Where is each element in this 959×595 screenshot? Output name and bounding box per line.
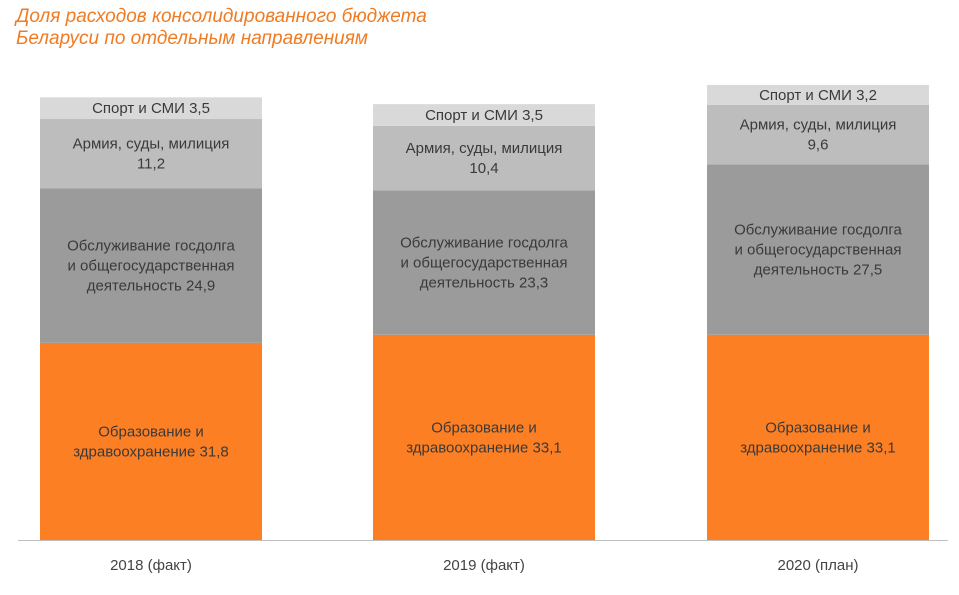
segment-label-education_health-0-line-0: Образование и bbox=[98, 423, 204, 440]
segment-label-education_health-2-line-0: Образование и bbox=[765, 419, 871, 436]
bar-segment-sport_media-1 bbox=[373, 104, 595, 126]
segment-label-army_courts_police-0-line-1: 11,2 bbox=[137, 156, 165, 173]
segment-label-sport_media-1-line-0: Спорт и СМИ 3,5 bbox=[425, 107, 543, 124]
chart-title: Доля расходов консолидированного бюджета… bbox=[16, 6, 427, 50]
bar-segment-debt_general-0 bbox=[40, 188, 262, 343]
segment-label-army_courts_police-0-line-0: Армия, суды, милиция bbox=[73, 136, 230, 153]
segment-label-education_health-1-line-1: здравоохранение 33,1 bbox=[406, 439, 561, 456]
segment-label-debt_general-2-line-1: и общегосударственная bbox=[735, 242, 902, 259]
chart-title-line-2: Беларуси по отдельным направлениям bbox=[16, 28, 368, 49]
chart-title-line-1: Доля расходов консолидированного бюджета bbox=[16, 6, 427, 27]
bar-segment-sport_media-0 bbox=[40, 97, 262, 120]
bar-segment-army_courts_police-1 bbox=[373, 125, 595, 191]
segment-label-debt_general-1-line-1: и общегосударственная bbox=[401, 255, 568, 272]
bar-segment-army_courts_police-2 bbox=[707, 104, 929, 165]
bar-segment-education_health-0 bbox=[40, 342, 262, 540]
segment-label-army_courts_police-1-line-1: 10,4 bbox=[469, 160, 498, 177]
bar-segment-debt_general-1 bbox=[373, 190, 595, 335]
segment-label-debt_general-2-line-2: деятельность 27,5 bbox=[754, 262, 883, 279]
category-label-0: 2018 (факт) bbox=[110, 557, 192, 574]
bar-segment-debt_general-2 bbox=[707, 164, 929, 335]
segment-label-debt_general-0-line-0: Обслуживание госдолга bbox=[67, 238, 235, 255]
segment-label-debt_general-1-line-2: деятельность 23,3 bbox=[420, 275, 549, 292]
segment-label-army_courts_police-2-line-1: 9,6 bbox=[808, 137, 829, 154]
segment-label-debt_general-0-line-2: деятельность 24,9 bbox=[87, 278, 216, 295]
category-label-1: 2019 (факт) bbox=[443, 557, 525, 574]
segment-label-sport_media-2-line-0: Спорт и СМИ 3,2 bbox=[759, 87, 877, 104]
segment-label-debt_general-1-line-0: Обслуживание госдолга bbox=[400, 235, 568, 252]
segment-label-army_courts_police-2-line-0: Армия, суды, милиция bbox=[740, 117, 897, 134]
bar-segment-army_courts_police-0 bbox=[40, 119, 262, 189]
segment-label-sport_media-0-line-0: Спорт и СМИ 3,5 bbox=[92, 100, 210, 117]
segment-label-education_health-0-line-1: здравоохранение 31,8 bbox=[73, 443, 228, 460]
segment-label-education_health-1-line-0: Образование и bbox=[431, 419, 537, 436]
bar-segment-sport_media-2 bbox=[707, 84, 929, 105]
segment-label-education_health-2-line-1: здравоохранение 33,1 bbox=[740, 439, 895, 456]
category-label-2: 2020 (план) bbox=[777, 557, 858, 574]
bar-segment-education_health-1 bbox=[373, 334, 595, 540]
segment-label-debt_general-0-line-1: и общегосударственная bbox=[68, 258, 235, 275]
segment-label-debt_general-2-line-0: Обслуживание госдолга bbox=[734, 222, 902, 239]
bar-segment-education_health-2 bbox=[707, 334, 929, 540]
segment-label-army_courts_police-1-line-0: Армия, суды, милиция bbox=[406, 140, 563, 157]
